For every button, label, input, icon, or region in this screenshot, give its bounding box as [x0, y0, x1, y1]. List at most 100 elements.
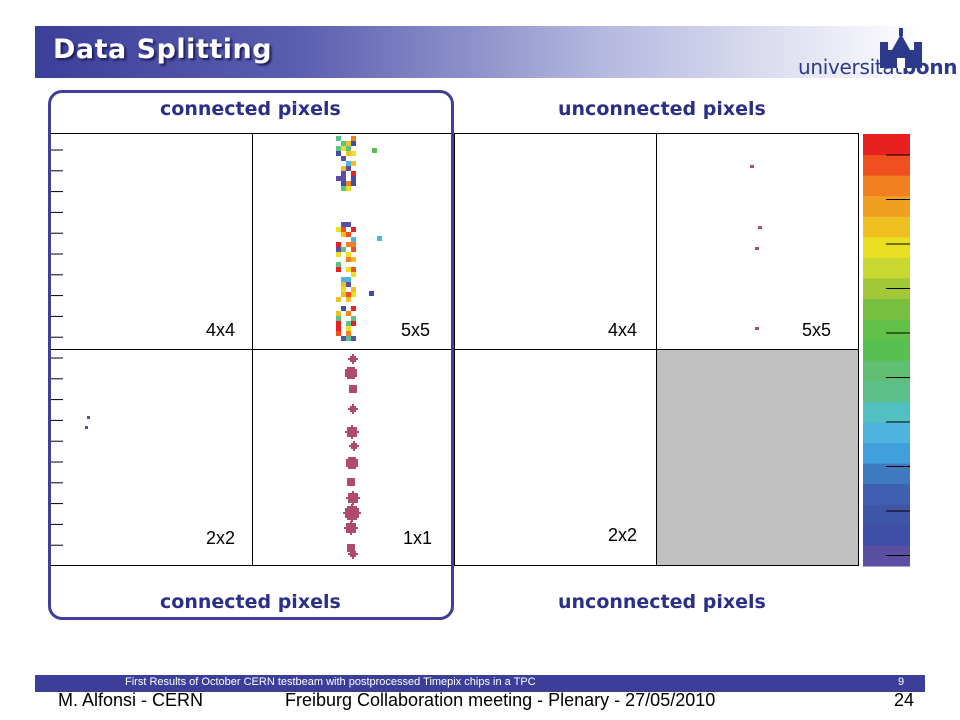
- pixel-hit: [353, 508, 355, 510]
- pixel-hit: [354, 531, 356, 533]
- pixel-hit: [356, 499, 358, 501]
- pixel-hit: [351, 433, 353, 435]
- pixel-hit: [350, 551, 352, 553]
- pixel-hit: [349, 375, 351, 377]
- color-scale-swatch: [863, 175, 910, 197]
- color-scale-swatch: [863, 216, 910, 238]
- pixel-hit: [351, 369, 353, 371]
- pixel-hit: [354, 463, 356, 465]
- pixel-hit: [352, 531, 354, 533]
- pixel-hit: [348, 497, 350, 499]
- color-scale-swatch: [863, 134, 910, 156]
- pixel-hit: [351, 508, 353, 510]
- pixel-hit: [347, 375, 349, 377]
- pixel-hit: [349, 484, 351, 486]
- pixel-hit: [352, 412, 354, 414]
- pixel-hit: [351, 257, 356, 262]
- pixel-hit: [346, 497, 348, 499]
- pixel-hit: [355, 427, 357, 429]
- pixel-hit: [356, 358, 358, 360]
- pixel-hit: [350, 523, 352, 525]
- color-scale-swatch: [863, 154, 910, 176]
- pixel-hit: [345, 371, 347, 373]
- pixel-hit: [350, 497, 352, 499]
- pixel-hit: [346, 463, 348, 465]
- pixel-hit: [87, 416, 90, 419]
- pixel-hit: [350, 527, 352, 529]
- pixel-hit: [352, 501, 354, 503]
- pixel-hit: [349, 427, 351, 429]
- pixel-hit: [356, 459, 358, 461]
- pixel-hit: [352, 549, 354, 551]
- pixel-hit: [351, 306, 356, 311]
- pixel-hit: [350, 358, 352, 360]
- pixel-hit: [347, 510, 349, 512]
- footer-meeting: Freiburg Collaboration meeting - Plenary…: [285, 690, 716, 710]
- pixel-hit: [349, 478, 351, 480]
- pixel-hit: [353, 427, 355, 429]
- color-scale-swatch: [863, 195, 910, 217]
- pixel-hit: [347, 373, 349, 375]
- pixel-hit: [347, 482, 349, 484]
- pixel-hit: [351, 445, 353, 447]
- footer-title: First Results of October CERN testbeam w…: [125, 676, 536, 688]
- pixel-hit: [348, 465, 350, 467]
- pixel-hit: [346, 151, 351, 156]
- footer-page-number: 24: [894, 690, 915, 710]
- pixel-hit: [356, 461, 358, 463]
- pixel-hit: [346, 267, 351, 272]
- pixel-hit: [750, 165, 754, 168]
- university-building-icon: [880, 28, 922, 68]
- pixel-hit: [354, 525, 356, 527]
- pixel-hit: [351, 518, 353, 520]
- pixel-hit: [350, 555, 352, 557]
- pixel-hit: [355, 445, 357, 447]
- pixel-hit: [353, 441, 355, 443]
- pixel-hit: [354, 499, 356, 501]
- slide-title: Data Splitting: [53, 34, 273, 65]
- footer-author: M. Alfonsi - CERN: [58, 690, 204, 710]
- header-unconnected-bottom: unconnected pixels: [558, 591, 766, 613]
- pixel-hit: [351, 484, 353, 486]
- pixel-hit: [347, 433, 349, 435]
- pixel-hit: [346, 181, 351, 186]
- pixel-hit: [351, 151, 356, 156]
- pixel-hit: [341, 176, 346, 181]
- pixel-hit: [353, 510, 355, 512]
- pixel-hit: [349, 482, 351, 484]
- pixel-hit: [355, 373, 357, 375]
- pixel-hit: [349, 506, 351, 508]
- pixel-hit: [351, 385, 353, 387]
- pixel-hit: [351, 373, 353, 375]
- pixel-hit: [341, 232, 346, 237]
- pixel-hit: [353, 480, 355, 482]
- color-scale-swatch: [863, 339, 910, 361]
- pixel-hit: [348, 531, 350, 533]
- pixel-hit: [351, 371, 353, 373]
- pixel-hit: [354, 461, 356, 463]
- pixel-hit: [351, 237, 356, 242]
- pixel-hit: [355, 391, 357, 393]
- pixel-hit: [354, 497, 356, 499]
- footer-bar: [35, 675, 925, 692]
- pixel-hit: [341, 292, 346, 297]
- panel-divider: [49, 349, 859, 350]
- pixel-hit: [348, 501, 350, 503]
- pixel-hit: [349, 510, 351, 512]
- header-connected-bottom: connected pixels: [160, 591, 341, 613]
- pixel-hit: [350, 463, 352, 465]
- pixel-hit: [355, 385, 357, 387]
- pixel-hit: [350, 531, 352, 533]
- pixel-hit: [351, 181, 356, 186]
- pixel-hit: [345, 508, 347, 510]
- pixel-hit: [758, 226, 762, 229]
- pixel-hit: [353, 389, 355, 391]
- pixel-hit: [354, 527, 356, 529]
- pixel-hit: [352, 525, 354, 527]
- pixel-hit: [348, 499, 350, 501]
- pixel-hit: [353, 484, 355, 486]
- pixel-hit: [352, 358, 354, 360]
- pixel-hit: [352, 461, 354, 463]
- pixel-hit: [352, 410, 354, 412]
- pixel-hit: [349, 480, 351, 482]
